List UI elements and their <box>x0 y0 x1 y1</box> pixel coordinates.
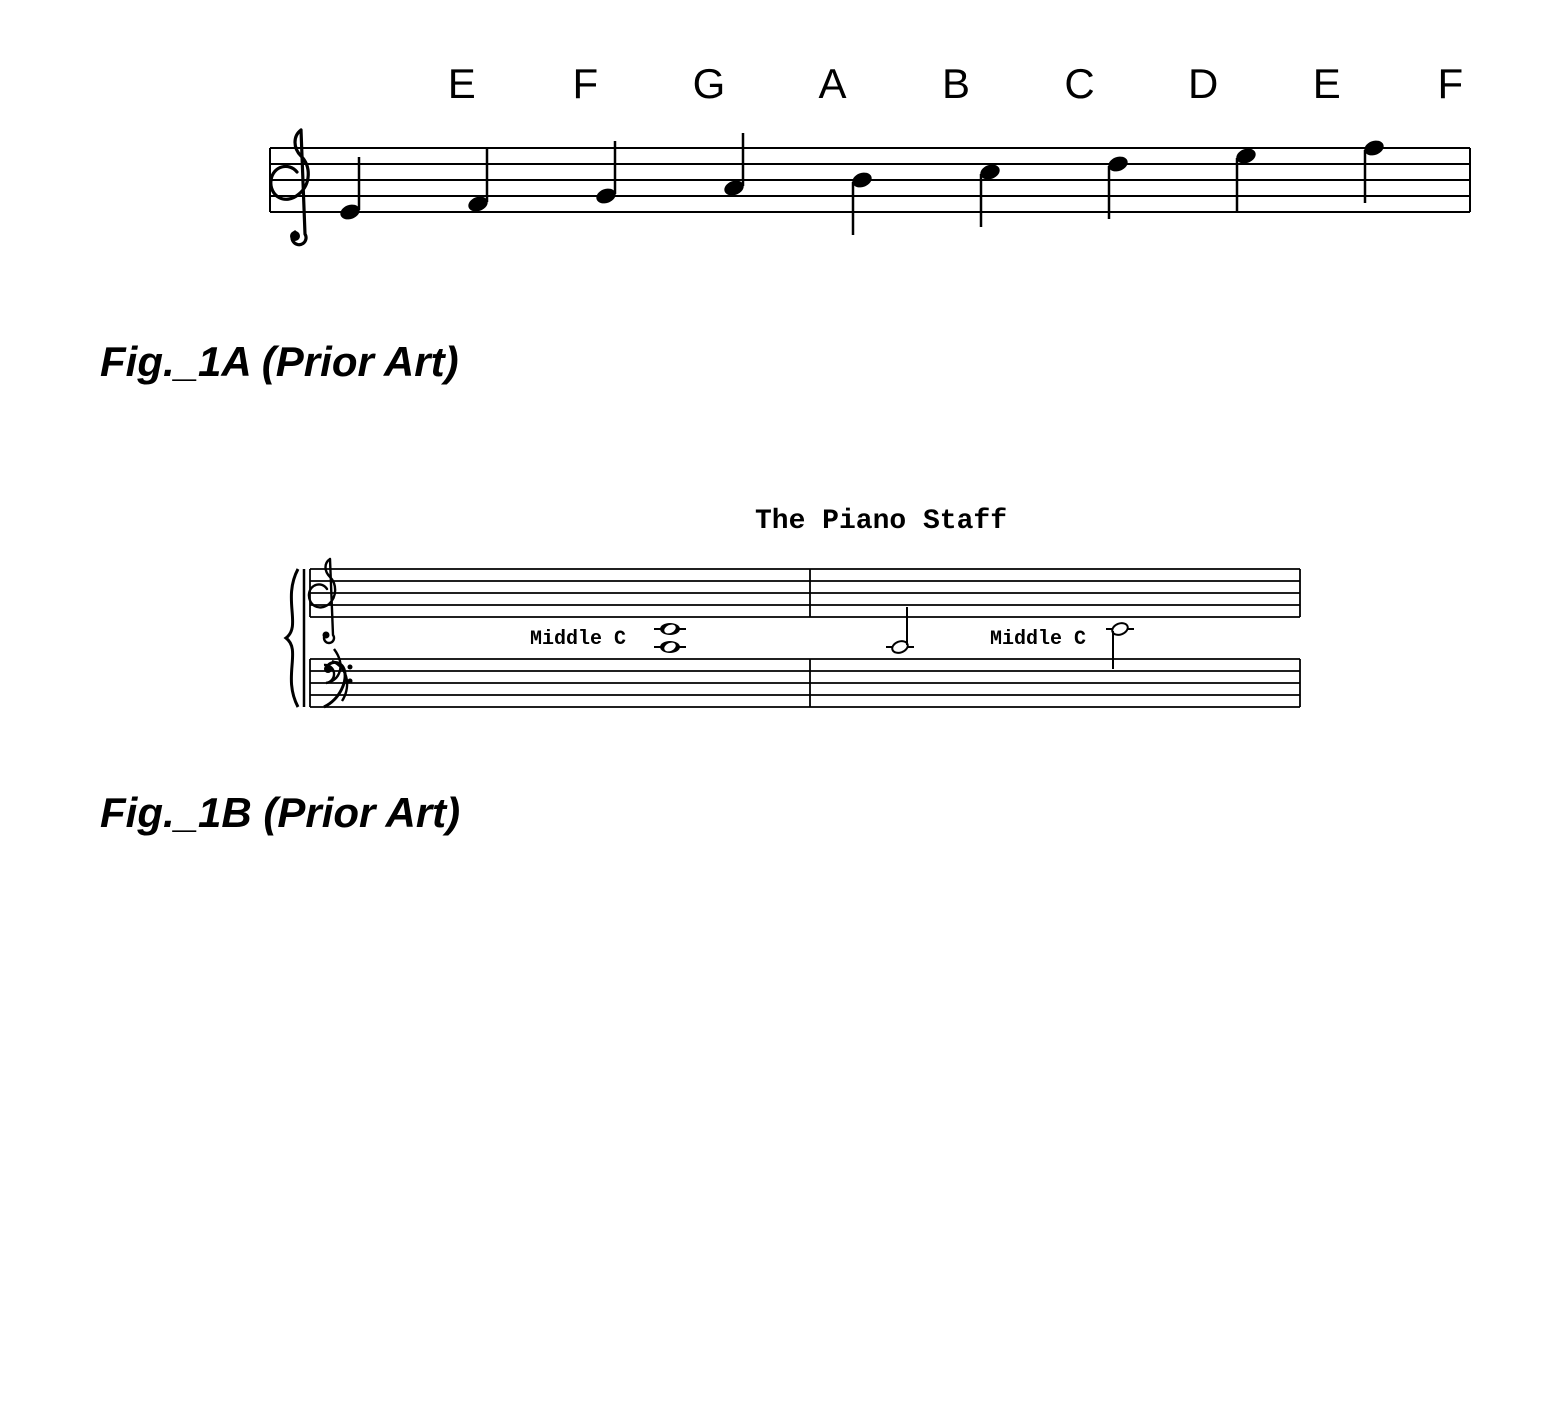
fig1a-container: E F G A B C D E F <box>180 60 1512 298</box>
fig1b-container: The Piano Staff Middle C Middle C <box>250 506 1512 749</box>
figure-1a: E F G A B C D E F Fig._1A (Prior Art) <box>40 60 1512 386</box>
note-letter: G <box>647 60 771 108</box>
note-letter: D <box>1141 60 1265 108</box>
piano-staff-title: The Piano Staff <box>250 506 1512 537</box>
svg-text:Middle C: Middle C <box>990 628 1086 651</box>
figure-1b: The Piano Staff Middle C Middle C Fig._1B… <box>40 506 1512 837</box>
note-letter: A <box>771 60 895 108</box>
treble-staff-svg <box>180 108 1500 298</box>
note-letter: E <box>1265 60 1389 108</box>
figure-1b-caption: Fig._1B (Prior Art) <box>100 789 1512 837</box>
note-letter: E <box>400 60 524 108</box>
grand-staff-svg: Middle C Middle C <box>250 549 1310 749</box>
note-letter: F <box>1389 60 1513 108</box>
figure-1a-caption: Fig._1A (Prior Art) <box>100 338 1512 386</box>
note-letter: F <box>524 60 648 108</box>
note-letter: C <box>1018 60 1142 108</box>
note-letter: B <box>894 60 1018 108</box>
note-letter-row: E F G A B C D E F <box>400 60 1512 108</box>
svg-text:Middle C: Middle C <box>530 628 626 651</box>
